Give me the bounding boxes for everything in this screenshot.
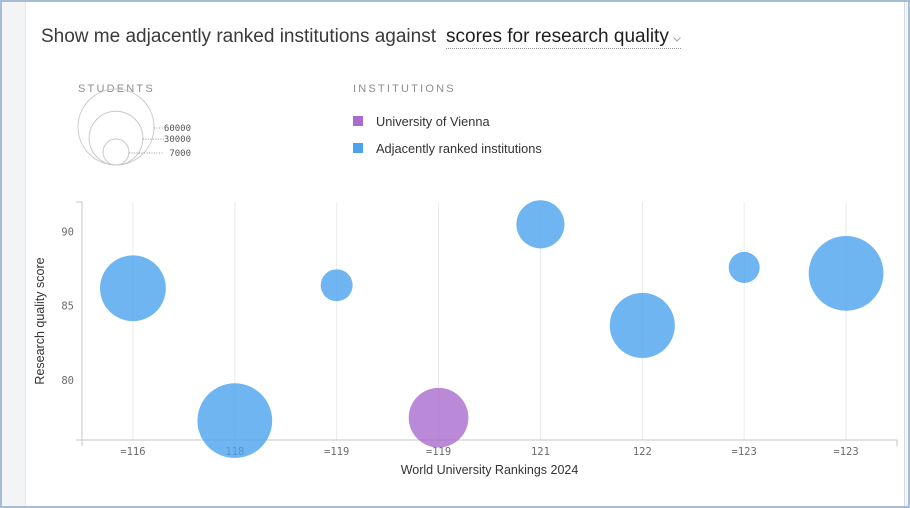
legend-label: University of Vienna — [376, 113, 490, 129]
bubble-adjacent-institution[interactable] — [320, 269, 353, 302]
plot-area: 808590=116118=119=119121122=123=123World… — [33, 200, 898, 477]
y-tick-label: 80 — [61, 375, 74, 387]
x-tick-label: =119 — [324, 446, 349, 458]
x-tick-label: =123 — [732, 446, 757, 458]
bubble-university-of-vienna[interactable] — [408, 387, 469, 448]
x-axis-title: World University Rankings 2024 — [401, 463, 579, 477]
legend-swatch — [353, 116, 363, 126]
legend-label: Adjacently ranked institutions — [376, 140, 542, 156]
chevron-down-icon — [672, 37, 681, 42]
size-legend-label: 7000 — [169, 149, 191, 159]
legend-item-university-of-vienna: University of Vienna — [353, 113, 490, 129]
size-legend-circle — [77, 88, 155, 166]
y-tick-label: 85 — [61, 301, 74, 313]
chevron-down-icon-shape — [672, 37, 681, 42]
bubble-adjacent-institution[interactable] — [197, 383, 273, 459]
metric-dropdown-value: scores for research quality — [446, 26, 669, 47]
query-prompt: Show me adjacently ranked institutions a… — [41, 26, 437, 47]
bubble-adjacent-institution[interactable] — [728, 251, 760, 283]
size-legend-circle — [88, 110, 144, 166]
y-tick-label: 90 — [61, 226, 74, 238]
y-axis-title: Research quality score — [33, 257, 47, 384]
x-tick-label: 121 — [531, 446, 550, 458]
size-legend-circle — [102, 138, 130, 166]
metric-dropdown[interactable]: scores for research quality — [446, 26, 681, 49]
x-tick-label: 122 — [633, 446, 652, 458]
query-header: Show me adjacently ranked institutions a… — [41, 26, 681, 50]
size-legend-label: 30000 — [164, 135, 191, 145]
legend-swatch — [353, 143, 363, 153]
institutions-legend-title: INSTITUTIONS — [353, 83, 456, 95]
y-axis-line — [76, 201, 83, 441]
bubble-adjacent-institution[interactable] — [100, 255, 166, 322]
x-tick-label: =116 — [120, 446, 145, 458]
x-axis-line — [81, 439, 898, 446]
size-legend-label: 60000 — [164, 124, 191, 134]
bubble-adjacent-institution[interactable] — [609, 292, 675, 359]
bubble-chart: 808590=116118=119=119121122=123=123World… — [33, 200, 898, 477]
x-tick-label: =123 — [833, 446, 858, 458]
bubble-adjacent-institution[interactable] — [516, 200, 565, 249]
bubble-adjacent-institution[interactable] — [808, 236, 884, 311]
legend-item-adjacent-institutions: Adjacently ranked institutions — [353, 140, 542, 156]
x-tick-label: =119 — [426, 446, 451, 458]
